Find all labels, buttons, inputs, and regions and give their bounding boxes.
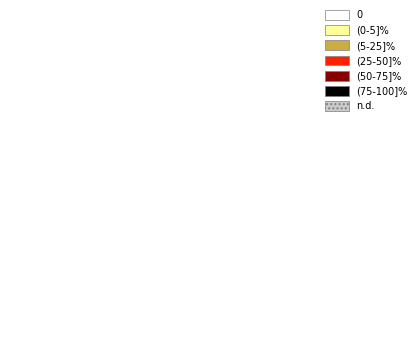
Legend: 0, (0-5]%, (5-25]%, (25-50]%, (50-75]%, (75-100]%, n.d.: 0, (0-5]%, (5-25]%, (25-50]%, (50-75]%, … bbox=[321, 6, 412, 115]
